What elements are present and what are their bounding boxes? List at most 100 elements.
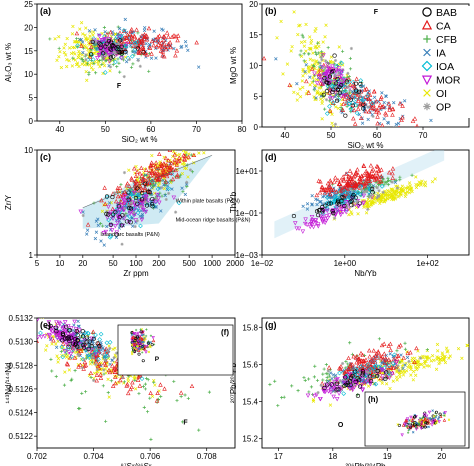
point-mor	[66, 350, 72, 355]
point-mor	[136, 342, 141, 347]
point-ia	[149, 341, 153, 344]
point-cfb	[178, 175, 182, 179]
point-ca	[142, 185, 148, 190]
point-ca	[154, 398, 160, 403]
point-oi	[391, 379, 395, 383]
point-mor	[108, 223, 114, 228]
point-ca	[343, 84, 348, 89]
point-ia	[403, 363, 407, 367]
point-oi	[433, 177, 437, 181]
point-oi	[147, 350, 151, 354]
point-bab	[108, 55, 113, 60]
point-op	[364, 190, 368, 194]
point-mor	[325, 216, 330, 221]
point-cfb	[106, 390, 110, 395]
point-cfb	[149, 334, 153, 337]
point-cfb	[398, 360, 402, 364]
point-op	[134, 200, 138, 204]
point-bab	[328, 201, 333, 206]
point-ca	[157, 151, 162, 157]
point-bab	[74, 328, 79, 334]
point-bab	[64, 324, 69, 329]
point-mor	[98, 47, 103, 53]
point-cfb	[312, 88, 316, 92]
point-bab	[336, 200, 341, 205]
point-op	[333, 122, 338, 126]
y-axis-label: Zr/Y	[4, 194, 13, 210]
point-mor	[335, 377, 340, 382]
point-ca	[425, 418, 430, 422]
point-ca	[118, 193, 123, 199]
point-ca	[113, 380, 118, 386]
point-ca	[139, 165, 144, 170]
point-ia	[124, 60, 129, 64]
point-ioa	[94, 46, 100, 52]
point-bab	[332, 53, 337, 58]
point-ca	[129, 27, 134, 32]
x-axis-label: ²⁰⁶Pb/²⁰⁴Pb	[345, 462, 386, 466]
point-bab	[150, 202, 155, 207]
point-mor	[107, 59, 112, 64]
point-ca	[186, 154, 191, 160]
point-bab	[103, 44, 108, 49]
legend-item-ca: CA	[421, 19, 451, 33]
point-ia	[80, 40, 85, 44]
point-op	[185, 180, 189, 184]
point-ia	[142, 28, 147, 33]
point-cfb	[94, 71, 98, 75]
point-op	[376, 369, 380, 373]
point-ioa	[324, 206, 330, 211]
point-cfb	[410, 173, 414, 177]
point-cfb	[75, 37, 79, 41]
point-op	[335, 98, 339, 102]
point-ioa	[350, 100, 356, 105]
point-ca	[90, 329, 96, 334]
point-ca	[166, 34, 171, 39]
point-ca	[158, 382, 163, 387]
point-oi	[275, 36, 279, 40]
point-ia	[126, 194, 130, 199]
point-oi	[437, 362, 441, 366]
point-cfb	[149, 437, 153, 441]
point-mor	[315, 222, 321, 227]
point-op	[366, 376, 370, 380]
point-oi	[366, 384, 371, 388]
point-cfb	[145, 376, 149, 381]
point-bab	[422, 414, 426, 418]
point-op	[337, 90, 341, 94]
point-bab	[349, 203, 354, 208]
point-ia	[437, 416, 441, 419]
point-cfb	[80, 391, 84, 395]
point-oi	[73, 52, 77, 56]
point-op	[104, 44, 109, 48]
point-cfb	[170, 179, 174, 183]
point-ioa	[38, 330, 43, 336]
point-mor	[48, 328, 54, 333]
point-mor	[321, 81, 326, 87]
point-ca	[79, 43, 84, 48]
point-ca	[408, 350, 413, 355]
point-cfb	[189, 153, 193, 157]
point-ia	[184, 44, 189, 48]
panel-h: (h)	[364, 391, 466, 447]
point-op	[127, 57, 132, 62]
point-oi	[331, 124, 336, 127]
x-tick-label: 18	[328, 452, 337, 461]
point-op	[359, 187, 363, 191]
point-ca	[115, 188, 120, 193]
point-op	[104, 53, 108, 57]
legend-label: OP	[436, 102, 451, 114]
point-mor	[101, 230, 107, 236]
point-ca	[68, 355, 73, 360]
point-ca	[160, 53, 165, 58]
point-cfb	[197, 428, 201, 432]
point-ia	[325, 194, 329, 199]
point-op	[338, 378, 342, 383]
point-oi	[69, 51, 74, 56]
point-ca	[332, 179, 337, 184]
point-ia	[362, 106, 367, 111]
point-op	[333, 390, 337, 394]
point-oi	[409, 367, 413, 372]
point-op	[103, 358, 107, 362]
